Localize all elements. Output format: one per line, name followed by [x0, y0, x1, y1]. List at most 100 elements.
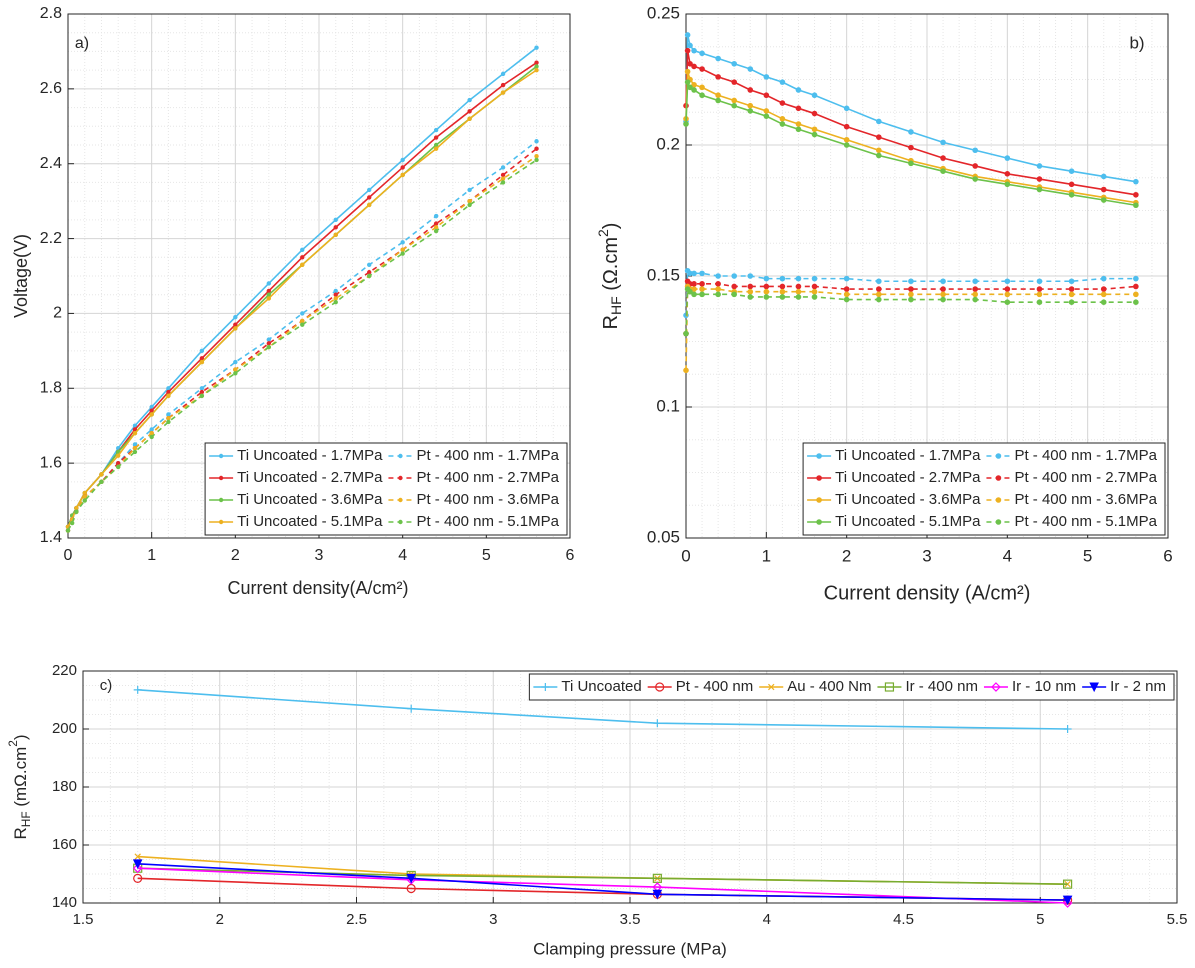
legend-label: Ir - 10 nm	[1012, 678, 1076, 695]
x-tick-label: 5	[1036, 911, 1044, 928]
marker	[715, 281, 721, 287]
marker	[763, 275, 770, 282]
marker	[972, 147, 978, 154]
marker	[398, 453, 403, 459]
marker	[972, 278, 978, 285]
marker	[300, 318, 305, 324]
marker	[811, 131, 818, 138]
x-tick-label: 3	[315, 547, 324, 564]
marker	[653, 719, 662, 728]
marker	[1133, 275, 1139, 282]
marker	[233, 371, 238, 376]
x-tick-label: 1	[147, 547, 156, 564]
marker	[691, 47, 697, 54]
marker	[731, 97, 737, 104]
legend-label: Ti Uncoated - 2.7MPa	[835, 469, 981, 486]
y-axis-label-part: 2	[595, 229, 611, 237]
marker	[1036, 278, 1043, 285]
marker	[876, 286, 882, 292]
marker	[266, 281, 271, 286]
marker	[843, 286, 850, 292]
marker	[684, 32, 691, 38]
marker	[367, 262, 372, 267]
marker	[132, 442, 138, 447]
series-line	[685, 34, 1136, 183]
marker	[816, 453, 822, 459]
marker	[400, 165, 405, 170]
y-tick-label: 200	[52, 720, 77, 737]
legend-label: Pt - 400 nm - 2.7MPa	[416, 469, 559, 486]
marker	[876, 118, 882, 125]
y-tick-label: 160	[52, 836, 77, 853]
marker	[1036, 163, 1043, 169]
marker	[747, 283, 754, 290]
marker	[747, 294, 754, 300]
marker	[500, 180, 506, 185]
marker	[1036, 286, 1043, 292]
marker	[908, 144, 914, 151]
marker	[763, 294, 770, 300]
x-tick-label: 4	[763, 911, 771, 928]
marker	[132, 863, 143, 874]
y-axis-label-part: R	[11, 827, 30, 839]
series-line	[685, 81, 1136, 207]
marker	[1004, 291, 1011, 298]
marker	[467, 187, 472, 193]
marker	[691, 87, 697, 93]
marker	[132, 859, 143, 869]
y-tick-label: 180	[52, 778, 77, 795]
series-line	[685, 50, 1136, 196]
marker	[908, 291, 914, 298]
x-tick-label: 4	[398, 547, 407, 564]
marker	[218, 453, 224, 459]
marker	[333, 225, 338, 230]
marker	[684, 68, 691, 75]
marker	[1100, 299, 1107, 306]
marker	[687, 270, 693, 277]
marker	[731, 283, 737, 290]
marker	[218, 519, 224, 525]
marker	[199, 348, 205, 354]
marker	[266, 341, 271, 346]
marker	[763, 283, 770, 290]
legend-box	[528, 673, 1175, 701]
y-axis-label-part: )	[600, 223, 622, 230]
marker	[398, 475, 403, 481]
legend-label: Ti Uncoated - 5.1MPa	[835, 513, 981, 530]
marker	[691, 63, 697, 70]
marker	[940, 278, 946, 285]
marker	[82, 490, 87, 496]
marker	[1062, 879, 1073, 889]
marker	[333, 292, 338, 297]
marker	[166, 389, 171, 395]
marker	[715, 273, 721, 279]
marker	[652, 889, 663, 900]
marker	[1068, 291, 1075, 298]
legend-box	[204, 442, 568, 536]
marker	[795, 121, 802, 127]
marker	[433, 225, 439, 230]
marker	[1100, 173, 1107, 180]
marker	[876, 278, 882, 285]
x-tick-label: 1	[762, 546, 771, 565]
marker	[763, 288, 770, 295]
marker	[683, 367, 689, 374]
marker	[908, 286, 914, 292]
marker	[406, 873, 417, 884]
marker	[940, 291, 946, 298]
y-axis-label: Voltage(V)	[11, 234, 31, 318]
marker	[991, 682, 1001, 692]
marker	[811, 110, 818, 117]
y-tick-label: 2	[53, 305, 62, 322]
x-tick-label: 2	[231, 547, 240, 564]
marker	[995, 497, 1002, 503]
marker	[1068, 286, 1075, 292]
marker	[400, 251, 405, 256]
marker	[433, 221, 439, 226]
marker	[1068, 191, 1075, 198]
legend: Ti Uncoated - 1.7MPa Ti Uncoated - 2.7MPa…	[802, 442, 1166, 536]
plot: 0 1 2 3 4 5 6 1.4 1.6 1.8 2 2.2 2.4 2.6 2.8 a) Current d…	[11, 5, 575, 598]
marker	[433, 127, 439, 133]
marker	[69, 520, 75, 526]
marker	[940, 296, 946, 303]
